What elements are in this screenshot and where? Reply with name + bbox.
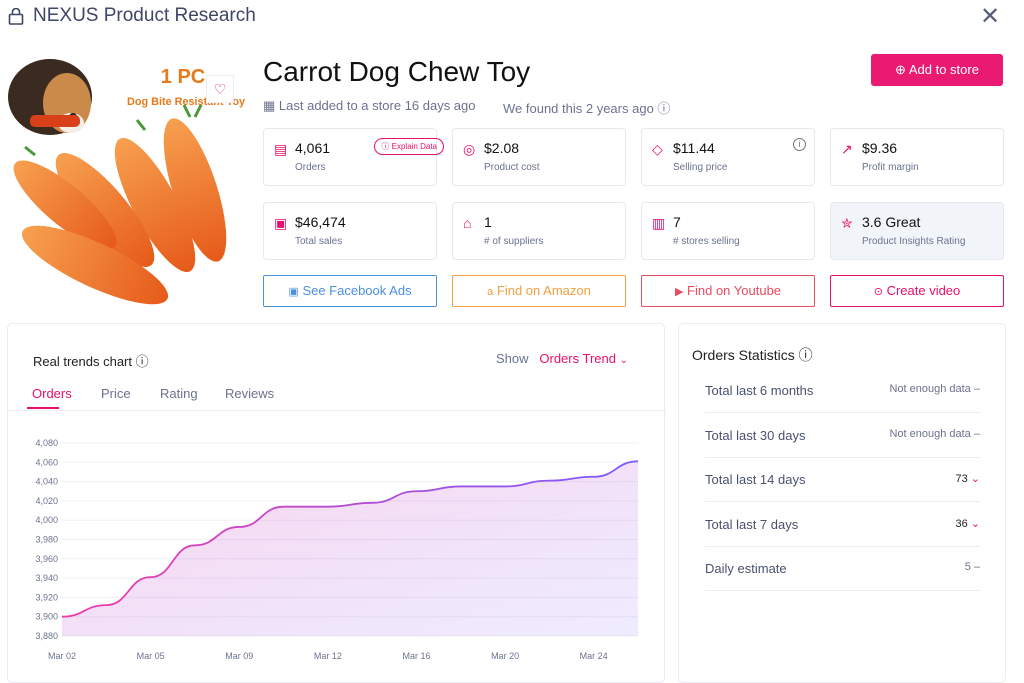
info-icon[interactable]: i (793, 138, 806, 151)
y-tick-label: 3,940 (35, 573, 58, 583)
stat-row: Total last 30 days Not enough data – (705, 413, 980, 458)
stat-card-selling-price: ◇ $11.44 Selling price i (641, 128, 815, 186)
info-icon[interactable]: ⓘ (799, 347, 813, 363)
chart-icon: ↗ (841, 141, 853, 158)
x-tick-label: Mar 20 (491, 651, 519, 661)
y-tick-label: 3,960 (35, 554, 58, 564)
x-tick-label: Mar 05 (137, 651, 165, 661)
create-video-button[interactable]: ⊙ Create video (830, 275, 1004, 307)
x-tick-label: Mar 09 (225, 651, 253, 661)
y-tick-label: 4,020 (35, 496, 58, 506)
plus-circle-icon: ⊕ (895, 62, 906, 77)
x-tick-label: Mar 02 (48, 651, 76, 661)
x-tick-label: Mar 24 (580, 651, 608, 661)
y-tick-label: 3,920 (35, 592, 58, 602)
trend-down-icon: ⌄ (971, 518, 980, 530)
y-tick-label: 4,080 (35, 438, 58, 448)
y-tick-label: 3,900 (35, 612, 58, 622)
youtube-icon: ▶ (675, 286, 683, 298)
trend-down-icon: ⌄ (971, 473, 980, 485)
x-tick-label: Mar 12 (314, 651, 342, 661)
stat-row: Total last 6 months Not enough data – (705, 368, 980, 413)
y-tick-label: 4,000 (35, 515, 58, 525)
stat-row: Total last 7 days 36 ⌄ (705, 502, 980, 547)
orders-trend-chart: 3,880 3,900 3,920 3,940 3,960 3,980 4,000 4,020… (0, 0, 665, 667)
trend-flat-icon: – (974, 561, 980, 573)
y-tick-label: 4,040 (35, 477, 58, 487)
add-to-store-button[interactable]: ⊕ Add to store (871, 54, 1003, 86)
orders-statistics-panel: Orders Statistics ⓘ Total last 6 months … (678, 323, 1006, 683)
y-tick-label: 3,980 (35, 535, 58, 545)
orders-statistics-title: Orders Statistics ⓘ (692, 345, 813, 365)
stat-card-product-insights-rating: ✮ 3.6 Great Product Insights Rating (830, 202, 1004, 260)
find-on-youtube-button[interactable]: ▶ Find on Youtube (641, 275, 815, 307)
close-icon[interactable]: ✕ (980, 2, 1000, 31)
award-icon: ✮ (841, 215, 853, 232)
stat-card-stores-selling: ▥ 7 # stores selling (641, 202, 815, 260)
x-tick-label: Mar 16 (402, 651, 430, 661)
play-circle-icon: ⊙ (874, 286, 883, 298)
y-tick-label: 3,880 (35, 631, 58, 641)
stat-row: Daily estimate 5 – (705, 546, 980, 591)
trend-flat-icon: – (974, 383, 980, 395)
stat-card-profit-margin: ↗ $9.36 Profit margin (830, 128, 1004, 186)
area-fill (62, 461, 638, 636)
y-tick-label: 4,060 (35, 457, 58, 467)
stat-row: Total last 14 days 73 ⌄ (705, 457, 980, 502)
trend-flat-icon: – (974, 428, 980, 440)
